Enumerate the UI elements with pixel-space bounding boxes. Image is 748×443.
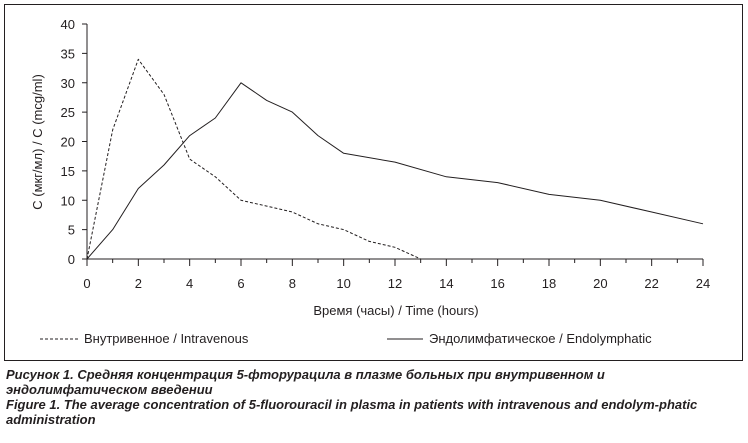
x-tick-label: 14 <box>439 276 453 291</box>
chart-axes <box>86 24 703 260</box>
figure-frame <box>4 4 743 361</box>
figure-caption: Рисунок 1. Средняя концентрация 5-фторур… <box>6 367 744 427</box>
y-tick-label: 30 <box>61 76 75 91</box>
y-tick-label: 20 <box>61 135 75 150</box>
x-tick-label: 20 <box>593 276 607 291</box>
y-tick-label: 10 <box>61 193 75 208</box>
x-tick-label: 10 <box>336 276 350 291</box>
series-line-endolymphatic <box>86 82 704 260</box>
x-tick-label: 22 <box>644 276 658 291</box>
x-tick-label: 12 <box>388 276 402 291</box>
x-axis-title: Время (часы) / Time (hours) <box>313 303 478 318</box>
x-tick-label: 2 <box>135 276 142 291</box>
y-axis-title: C (мкг/мл) / C (mcg/ml) <box>30 74 45 210</box>
legend-label-intravenous: Внутривенное / Intravenous <box>84 331 249 346</box>
x-tick-label: 16 <box>490 276 504 291</box>
y-tick-label: 5 <box>68 223 75 238</box>
caption-russian: Рисунок 1. Средняя концентрация 5-фторур… <box>6 367 605 397</box>
x-tick-label: 4 <box>186 276 193 291</box>
y-tick-label: 25 <box>61 105 75 120</box>
x-tick-label: 6 <box>237 276 244 291</box>
y-tick-label: 40 <box>61 17 75 32</box>
x-tick-label: 0 <box>83 276 90 291</box>
series-line-intravenous <box>86 58 421 260</box>
legend-label-endolymphatic: Эндолимфатическое / Endolymphatic <box>429 331 652 346</box>
x-tick-label: 8 <box>289 276 296 291</box>
caption-english: Figure 1. The average concentration of 5… <box>6 397 698 427</box>
x-tick-label: 18 <box>542 276 556 291</box>
chart-legend: Внутривенное / Intravenous Эндолимфатиче… <box>40 331 652 346</box>
x-tick-label: 24 <box>696 276 710 291</box>
y-tick-label: 0 <box>68 252 75 267</box>
chart-series <box>86 58 704 260</box>
y-tick-label: 35 <box>61 46 75 61</box>
y-tick-label: 15 <box>61 164 75 179</box>
